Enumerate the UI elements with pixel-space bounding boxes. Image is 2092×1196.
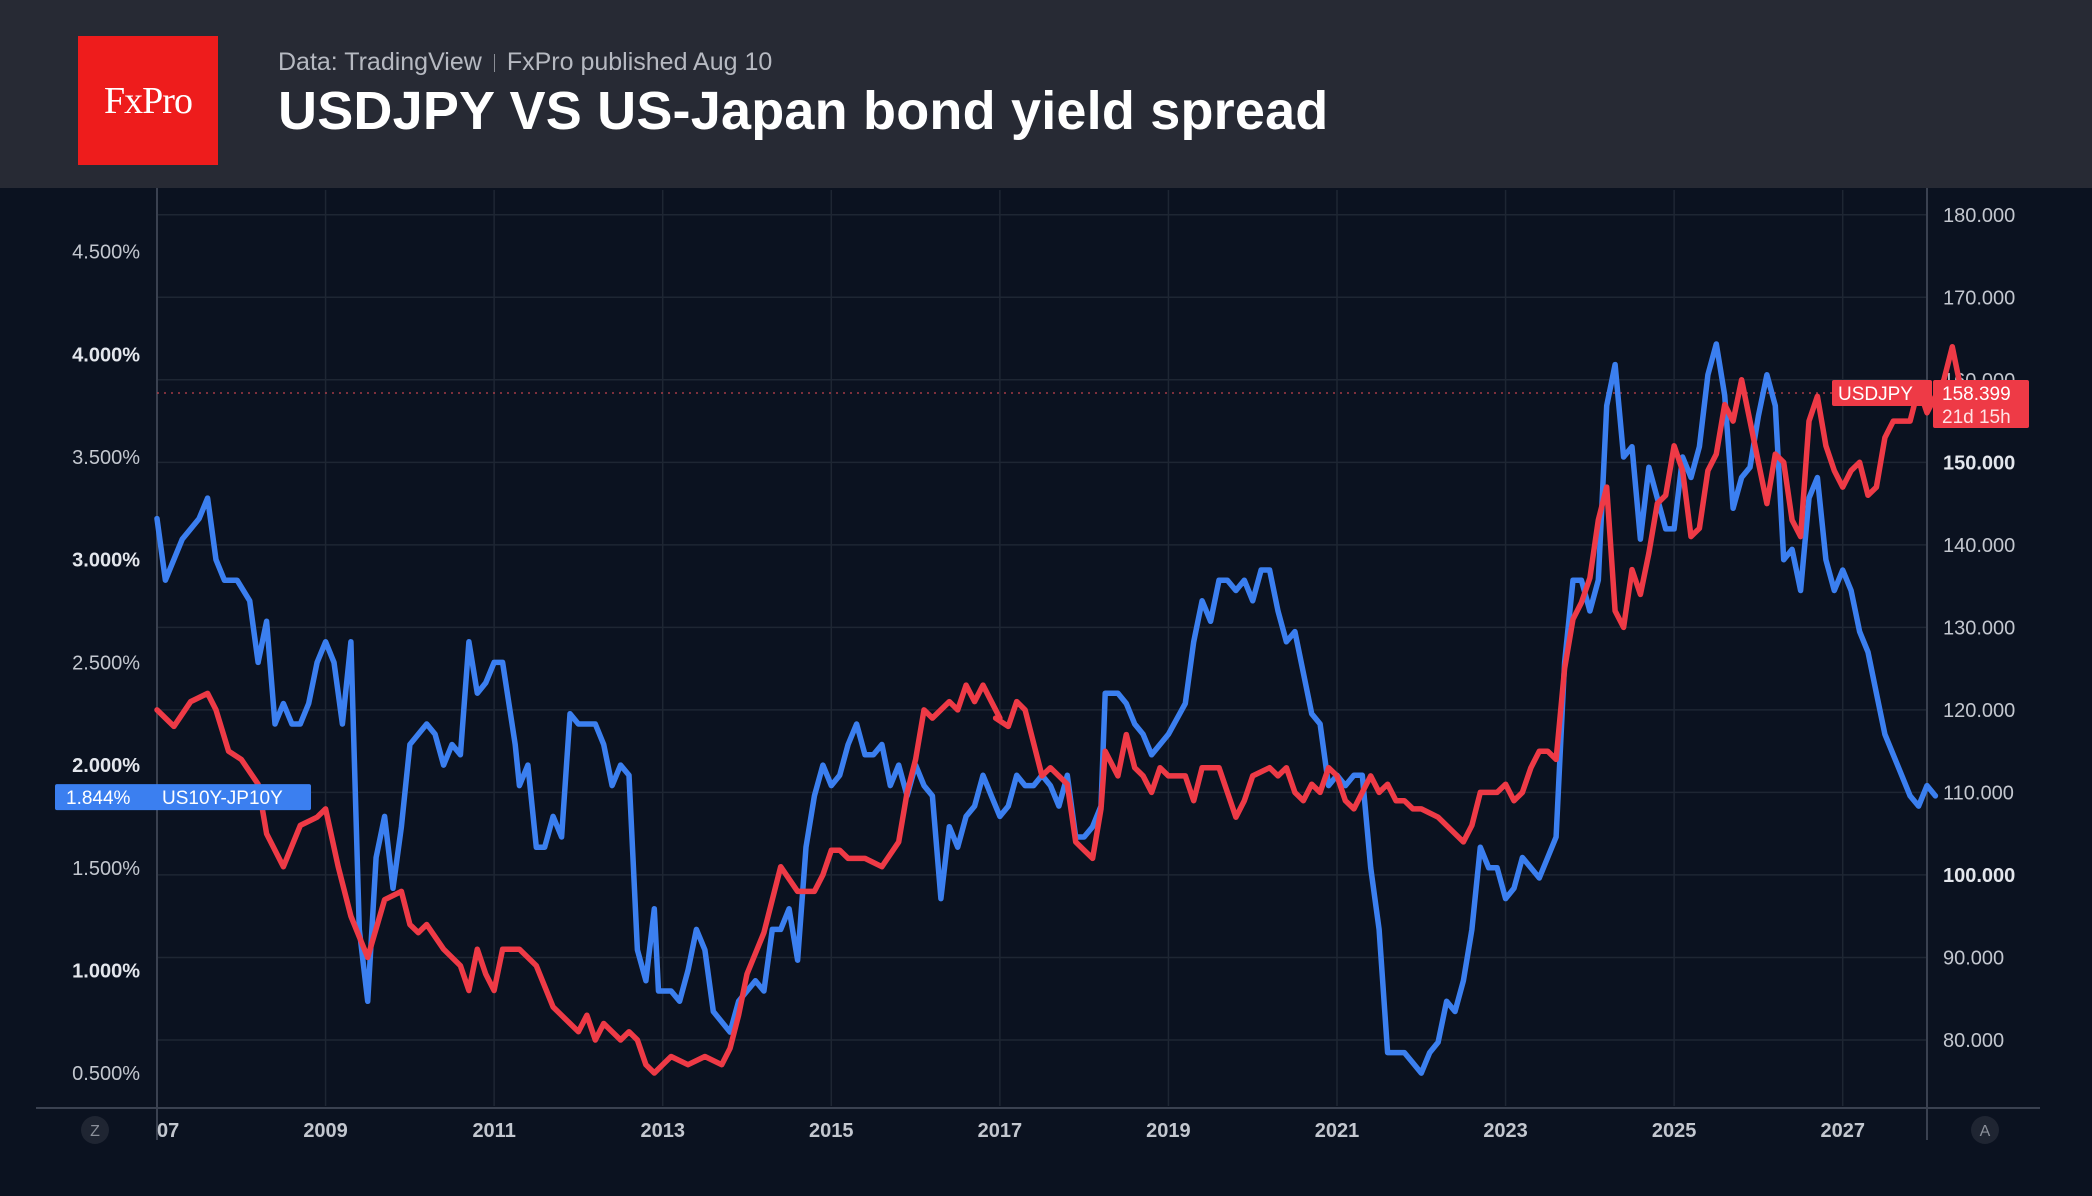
right-tick-label: 130.000 [1943,617,2015,639]
usdjpy-countdown: 21d 15h [1942,407,2011,428]
left-tick-label: 2.500% [72,652,140,674]
corner-button-left[interactable]: Z [81,1116,109,1144]
usdjpy-series-name: USDJPY [1838,384,1913,405]
left-tick-label: 1.500% [72,858,140,880]
x-tick-label: 2019 [1146,1120,1191,1142]
right-tick-label: 140.000 [1943,535,2015,557]
corner-button-label: Z [90,1123,100,1140]
corner-button-bg [1971,1116,1999,1144]
fxpro-logo: FxPro [78,36,218,165]
chart-canvas: 0.500% 1.000% 1.500% 2.000% 2.500% 3.000% 3.50… [36,188,2040,1144]
corner-button-bg [81,1116,109,1144]
x-tick-label: 2013 [640,1120,685,1142]
spread-last-value: 1.844% [66,788,131,809]
x-tick-label: 07 [157,1120,179,1142]
x-tick-label: 2023 [1483,1120,1528,1142]
usdjpy-name-box [1832,380,1932,407]
published-info: FxPro published Aug 10 [506,48,773,76]
right-tick-label: 120.000 [1943,700,2015,722]
x-tick-label: 2025 [1652,1120,1697,1142]
x-tick-label: 2017 [978,1120,1023,1142]
right-tick-label: 110.000 [1943,782,2014,804]
usdjpy-last-value: 158.399 [1942,384,2011,405]
x-tick-label: 2021 [1315,1120,1360,1142]
right-tick-label: 80.000 [1943,1030,2004,1052]
left-tick-label: 2.000% [72,755,140,777]
separator [493,53,495,72]
left-tick-label: 0.500% [72,1063,140,1085]
x-tick-label: 2009 [303,1120,348,1142]
series-line-usdjpy [154,344,1981,1076]
left-tick-label: 4.000% [72,344,140,366]
series-line-us10y-jp10y [154,341,1939,1076]
data-source: Data: TradingView [278,48,482,76]
series-lines [154,341,1989,1076]
left-axis: 0.500% 1.000% 1.500% 2.000% 2.500% 3.000% 3.50… [72,242,140,1086]
right-tick-label: 150.000 [1943,452,2015,474]
right-tick-label: 100.000 [1943,865,2015,887]
right-axis: 80.000 90.000 100.000 110.000 120.000 130.000… [1943,205,2015,1052]
left-tick-label: 3.000% [72,550,140,572]
chart-title: USDJPY VS US-Japan bond yield spread [278,81,1329,141]
source-line: Data: TradingView FxPro published Aug 10 [278,48,772,77]
left-tick-label: 1.000% [72,960,140,982]
left-tick-label: 4.500% [72,242,140,264]
x-tick-label: 2027 [1820,1120,1865,1142]
x-tick-label: 2011 [472,1120,515,1142]
right-tick-label: 170.000 [1943,287,2015,309]
right-tick-label: 180.000 [1943,205,2015,227]
x-tick-label: 2015 [809,1120,854,1142]
grid-lines [36,188,2040,1140]
right-tick-label: 90.000 [1943,947,2004,969]
chart-header: FxPro Data: TradingView FxPro published … [0,0,2092,188]
x-axis: 07 2009 2011 2013 2015 2017 2019 2021 2023 2025 20… [81,1116,1999,1144]
usdjpy-value-box [1933,380,2029,429]
spread-series-name: US10Y-JP10Y [162,788,283,809]
corner-button-right[interactable]: A [1971,1116,1999,1144]
spread-label-box [55,784,311,811]
corner-button-label: A [1980,1123,1991,1140]
left-tick-label: 3.500% [72,447,140,469]
